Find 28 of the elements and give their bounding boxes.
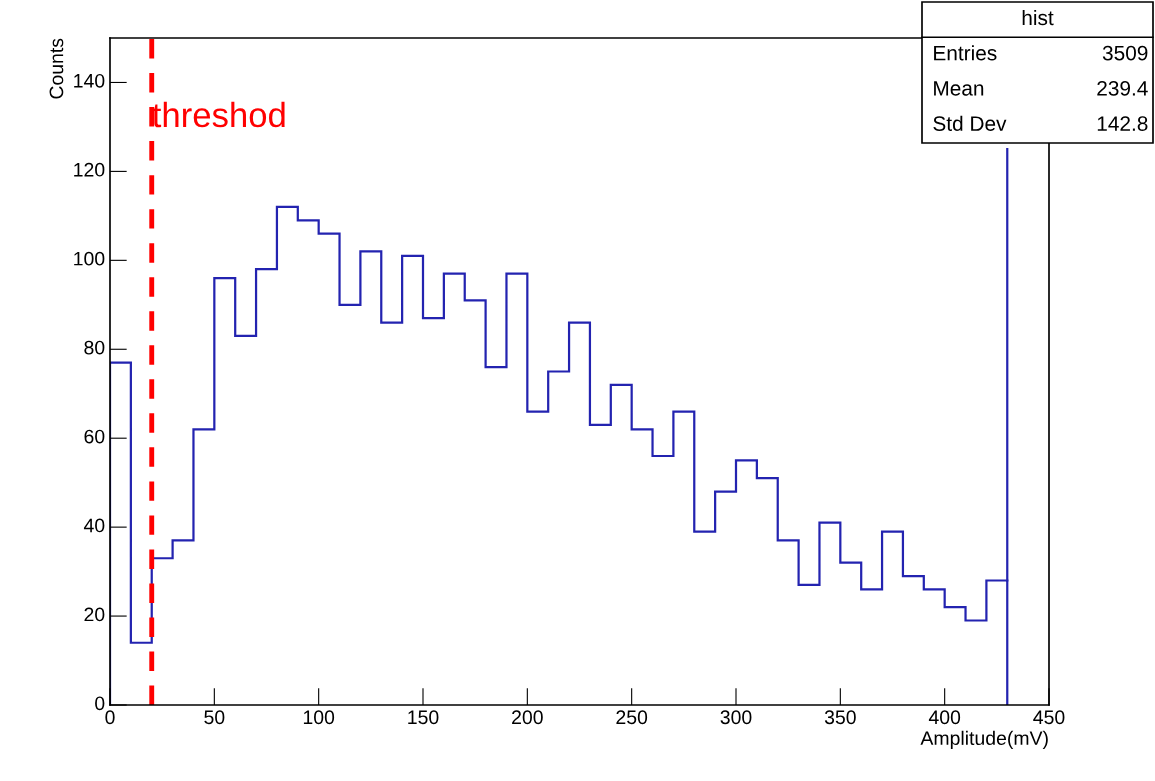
- text: 239.4: [1097, 80, 1148, 96]
- annotation: Std Dev: [933, 115, 1007, 131]
- x-tick-label: 200: [512, 710, 543, 725]
- y-tick-label: 100: [74, 251, 105, 266]
- y-tick-label: 120: [74, 162, 105, 177]
- x-tick-label: 250: [616, 710, 648, 725]
- text: 142.8: [1097, 116, 1148, 131]
- x-tick-label: 400: [928, 710, 961, 725]
- y-tick-label: 60: [84, 429, 105, 444]
- y-tick-label: 20: [84, 607, 105, 622]
- text: 3509: [1102, 45, 1148, 61]
- x-tick-label: 350: [824, 710, 856, 725]
- x-tick-label: 150: [408, 710, 439, 725]
- x-tick-label: 100: [303, 710, 335, 725]
- x-tick-label: 50: [204, 710, 225, 725]
- x-tick-label: 0: [105, 710, 115, 725]
- annotation: Mean: [934, 81, 984, 96]
- y-tick-label: 140: [74, 73, 105, 88]
- y-tick-label: 40: [83, 518, 105, 533]
- x-tick-label: 300: [720, 710, 752, 725]
- y-axis-title: Counts: [49, 38, 64, 99]
- x-axis-title: Amplitude(mV): [920, 730, 1048, 749]
- y-tick-label: 80: [84, 340, 105, 355]
- text: hist: [1022, 9, 1054, 26]
- x-tick-label: 450: [1033, 710, 1065, 725]
- annotation: Entries: [934, 45, 997, 61]
- ref-line-label: threshod: [152, 101, 285, 128]
- y-tick-label: 0: [95, 696, 105, 711]
